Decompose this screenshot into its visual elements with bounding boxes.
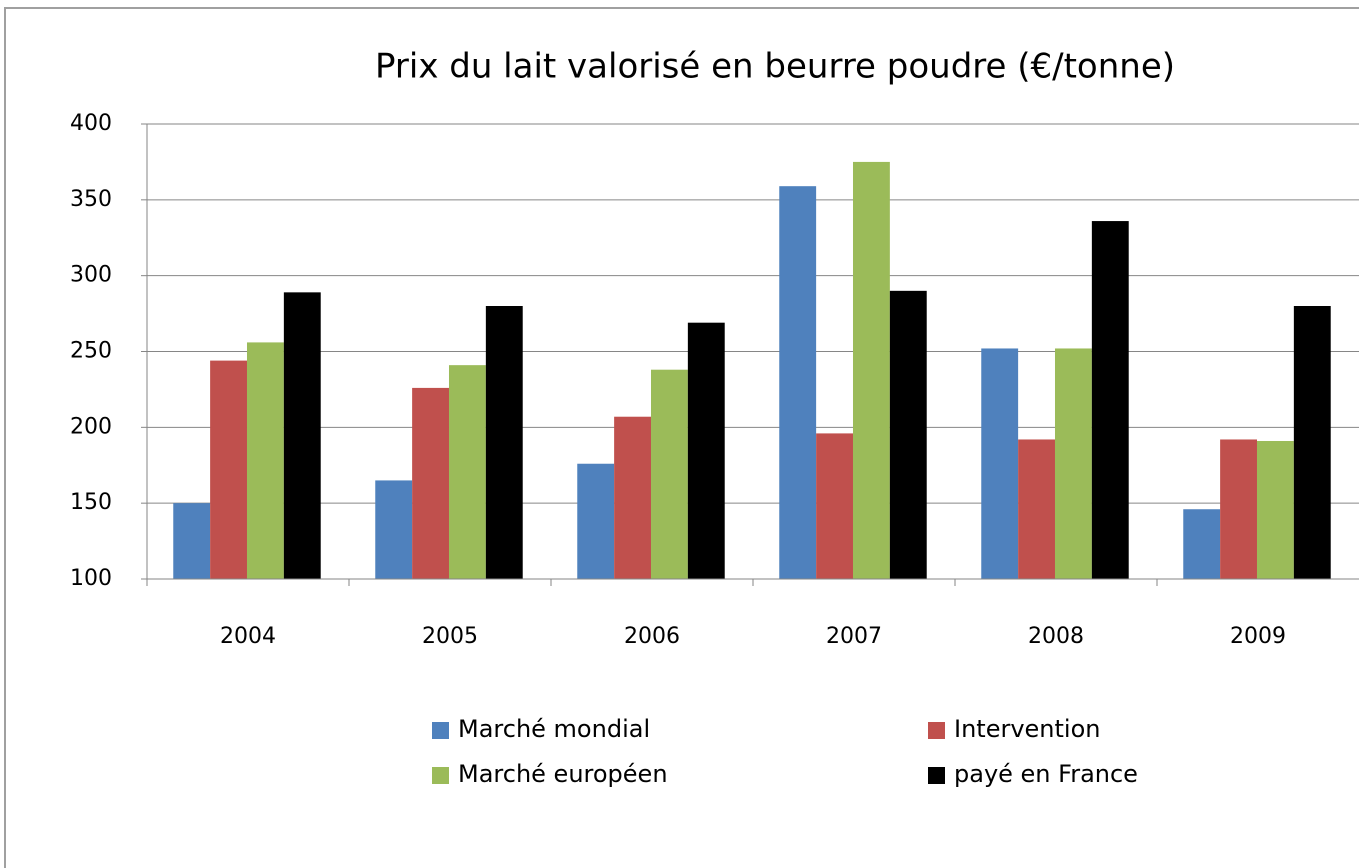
legend-label: Marché européen	[458, 760, 668, 788]
y-tick-label: 250	[70, 339, 112, 364]
bar	[1256, 440, 1294, 579]
bar	[577, 463, 615, 579]
x-tick-label: 2009	[1230, 624, 1286, 649]
legend-label: Marché mondial	[458, 715, 650, 743]
bar	[1091, 221, 1129, 580]
y-tick-label: 100	[70, 566, 112, 591]
bar	[448, 365, 486, 579]
bar	[816, 433, 853, 579]
bar	[375, 480, 413, 579]
bar	[173, 503, 211, 579]
bar	[1183, 509, 1221, 579]
x-tick-label: 2005	[422, 624, 478, 649]
y-tick-label: 350	[70, 187, 112, 212]
bar	[1018, 439, 1055, 579]
x-tick-label: 2004	[220, 624, 276, 649]
y-tick-label: 200	[70, 414, 112, 439]
legend-swatch	[928, 722, 945, 739]
y-tick-label: 150	[70, 490, 112, 515]
bar	[1054, 348, 1092, 579]
bar	[246, 342, 284, 579]
chart-title: Prix du lait valorisé en beurre poudre (…	[375, 47, 1175, 87]
x-tick-label: 2007	[826, 624, 882, 649]
legend-swatch	[928, 767, 945, 784]
bar	[412, 387, 449, 579]
bar	[1220, 439, 1257, 579]
bar	[485, 306, 523, 579]
bar	[779, 186, 817, 579]
x-tick-label: 2006	[624, 624, 680, 649]
bar	[687, 322, 725, 579]
y-tick-label: 400	[70, 111, 112, 136]
bar	[1293, 306, 1331, 579]
bar	[852, 161, 890, 579]
bar	[614, 416, 651, 579]
bar	[650, 369, 688, 579]
x-tick-label: 2008	[1028, 624, 1084, 649]
bar	[981, 348, 1019, 579]
legend-swatch	[432, 767, 449, 784]
bar	[283, 292, 321, 579]
legend-label: Intervention	[954, 715, 1100, 743]
chart-frame	[4, 7, 1359, 868]
bar	[889, 290, 927, 579]
legend-swatch	[432, 722, 449, 739]
bar	[210, 360, 247, 579]
legend-label: payé en France	[954, 760, 1138, 788]
y-tick-label: 300	[70, 263, 112, 288]
